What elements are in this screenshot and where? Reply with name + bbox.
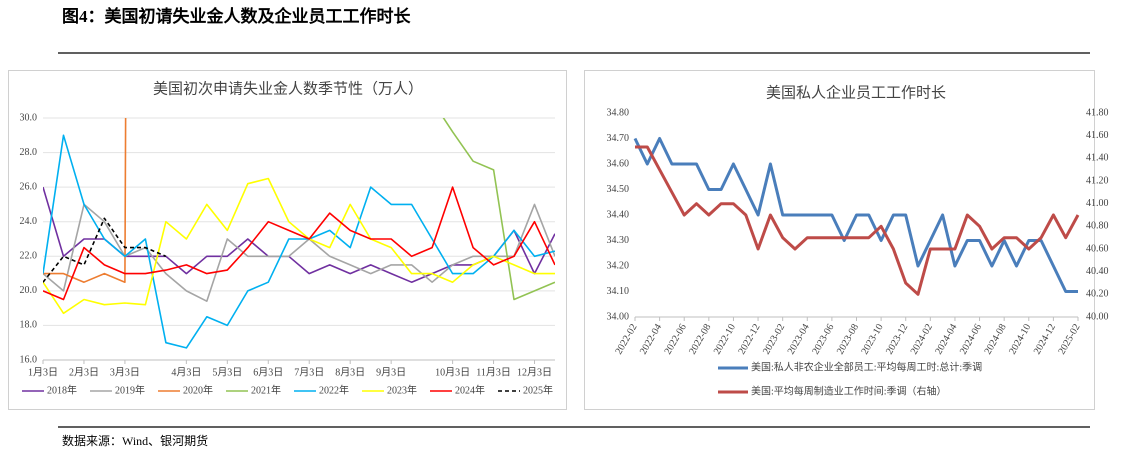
x-tick-label: 5月3日 — [212, 366, 242, 378]
y-tick-label: 34.40 — [607, 209, 630, 220]
x-tick-label: 2024-10 — [1007, 322, 1033, 356]
y2-tick-label: 41.60 — [1086, 130, 1109, 141]
y2-tick-label: 40.60 — [1086, 243, 1109, 254]
legend-label: 2018年 — [47, 383, 77, 396]
y2-tick-label: 40.80 — [1086, 221, 1109, 232]
series-line — [442, 118, 555, 301]
x-tick-label: 4月3日 — [171, 366, 201, 378]
source-note: 数据来源：Wind、银河期货 — [62, 433, 208, 448]
legend-label: 美国:私人非农企业全部员工:平均每周工时:总计:季调 — [751, 360, 982, 373]
x-tick-label: 2024-08 — [983, 322, 1009, 356]
y2-tick-label: 41.00 — [1086, 198, 1109, 209]
x-tick-label: 2023-08 — [835, 322, 861, 356]
series-line — [43, 217, 167, 283]
x-tick-label: 2024-02 — [909, 322, 935, 356]
series-line — [43, 118, 127, 283]
y-tick-label: 34.50 — [607, 184, 630, 195]
chart-title: 美国初次申请失业金人数季节性（万人） — [153, 80, 423, 97]
y-tick-label: 34.30 — [607, 235, 630, 246]
x-tick-label: 2022-04 — [638, 322, 664, 356]
y-tick-label: 34.00 — [607, 311, 630, 322]
series-line — [43, 177, 555, 315]
y-tick-label: 34.60 — [607, 158, 630, 169]
y2-tick-label: 40.20 — [1086, 289, 1109, 300]
y-tick-label: 20.0 — [20, 285, 38, 296]
y2-tick-label: 41.20 — [1086, 175, 1109, 186]
legend-label: 2022年 — [319, 383, 349, 396]
y-tick-label: 18.0 — [20, 320, 38, 331]
y2-tick-label: 41.40 — [1086, 153, 1109, 164]
x-tick-label: 2023-04 — [786, 322, 812, 356]
plot-area — [43, 118, 555, 349]
x-tick-label: 2022-10 — [712, 322, 738, 356]
x-tick-label: 6月3日 — [253, 366, 283, 378]
y-tick-label: 22.0 — [20, 251, 38, 262]
legend-label: 美国:平均每周制造业工作时间:季调（右轴） — [751, 384, 947, 397]
y-tick-label: 30.0 — [20, 112, 38, 123]
y-tick-label: 34.20 — [607, 260, 630, 271]
x-tick-label: 2023-10 — [860, 322, 886, 356]
y2-tick-label: 41.80 — [1086, 107, 1109, 118]
y-tick-label: 34.80 — [607, 107, 630, 118]
x-tick-label: 3月3日 — [110, 366, 140, 378]
x-tick-label: 12月3日 — [517, 366, 552, 378]
legend-label: 2020年 — [183, 383, 213, 396]
series-line — [633, 137, 1078, 293]
legend-label: 2025年 — [523, 383, 553, 396]
y2-tick-label: 40.00 — [1086, 311, 1109, 322]
legend-label: 2023年 — [387, 383, 417, 396]
x-tick-label: 2022-12 — [736, 322, 762, 356]
x-tick-label: 2022-06 — [663, 322, 689, 356]
series-line — [43, 186, 555, 301]
series-line — [43, 186, 555, 283]
chart-title: 美国私人企业员工工作时长 — [766, 83, 946, 101]
legend-label: 2024年 — [455, 383, 485, 396]
x-tick-label: 2023-06 — [810, 322, 836, 356]
x-tick-label: 2022-02 — [613, 322, 639, 356]
x-tick-label: 8月3日 — [335, 366, 365, 378]
x-tick-label: 2024-12 — [1032, 322, 1058, 356]
x-tick-label: 2024-04 — [933, 322, 959, 356]
x-tick-label: 2023-12 — [884, 322, 910, 356]
x-tick-label: 2025-02 — [1056, 322, 1082, 356]
y-tick-label: 28.0 — [20, 147, 38, 158]
y-tick-label: 16.0 — [20, 354, 38, 365]
y-tick-label: 26.0 — [20, 181, 38, 192]
y-tick-label: 34.10 — [607, 286, 630, 297]
x-tick-label: 2023-02 — [761, 322, 787, 356]
y-tick-label: 24.0 — [20, 216, 38, 227]
y-tick-label: 34.70 — [607, 133, 630, 144]
series-line — [43, 203, 555, 302]
x-tick-label: 7月3日 — [294, 366, 324, 378]
chart-frame — [8, 70, 567, 410]
legend-label: 2021年 — [251, 383, 281, 396]
chart-frame — [584, 70, 1095, 410]
series-line — [635, 145, 1080, 296]
x-tick-label: 9月3日 — [376, 366, 406, 378]
y2-tick-label: 40.40 — [1086, 266, 1109, 277]
series-line — [43, 134, 555, 349]
x-tick-label: 2022-08 — [687, 322, 713, 356]
page-title: 图4：美国初请失业金人数及企业员工工作时长 — [62, 6, 411, 26]
plot-area — [633, 137, 1080, 296]
x-tick-label: 11月3日 — [476, 366, 511, 378]
legend-label: 2019年 — [115, 383, 145, 396]
x-tick-label: 2024-06 — [958, 322, 984, 356]
x-tick-label: 2月3日 — [69, 366, 99, 378]
x-tick-label: 10月3日 — [435, 366, 470, 378]
x-tick-label: 1月3日 — [28, 366, 58, 378]
